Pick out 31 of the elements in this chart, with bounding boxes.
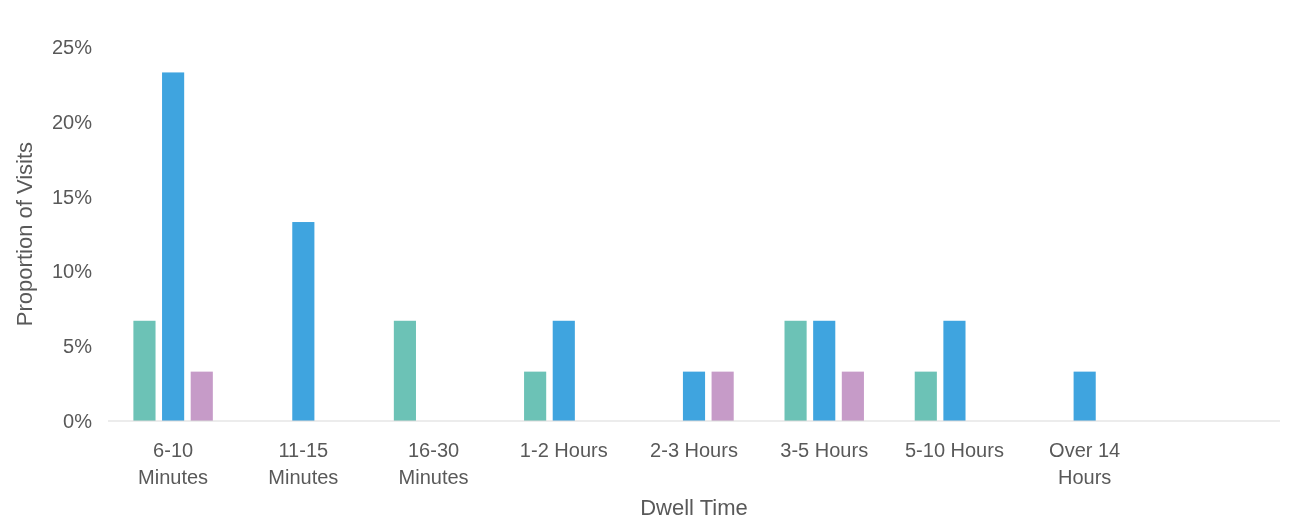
- y-tick-label: 0%: [63, 410, 93, 432]
- bar: [162, 72, 185, 421]
- bar: [914, 371, 937, 421]
- bar: [784, 320, 807, 421]
- bar: [393, 320, 416, 421]
- x-tick-label: 11-15 Minutes: [268, 439, 339, 488]
- bar: [524, 371, 547, 421]
- bar: [943, 320, 966, 421]
- bar: [841, 371, 864, 421]
- bar: [682, 371, 706, 421]
- x-axis-title: Dwell Time: [640, 495, 748, 520]
- bar: [292, 222, 315, 421]
- x-tick-label: 6-10 Minutes: [138, 439, 209, 488]
- y-tick-label: 20%: [51, 110, 93, 133]
- x-tick-label: 2-3 Hours: [650, 439, 738, 461]
- x-tick-label: 16-30 Minutes: [398, 439, 469, 488]
- y-tick-label: 15%: [51, 185, 93, 208]
- x-tick-label: 1-2 Hours: [519, 439, 608, 461]
- y-axis-title: Proportion of Visits: [12, 141, 37, 327]
- bar: [133, 320, 156, 421]
- y-tick-label: 25%: [51, 36, 93, 58]
- bar: [813, 320, 836, 421]
- bar: [552, 320, 575, 421]
- x-tick-label: 5-10 Hours: [904, 439, 1004, 461]
- y-tick-label: 5%: [63, 335, 93, 358]
- bar: [1073, 371, 1096, 421]
- bar: [190, 371, 213, 421]
- bar: [711, 371, 734, 421]
- x-tick-label: Over 14 Hours: [1049, 439, 1121, 488]
- y-tick-label: 10%: [51, 260, 93, 283]
- x-tick-label: 3-5 Hours: [780, 439, 869, 461]
